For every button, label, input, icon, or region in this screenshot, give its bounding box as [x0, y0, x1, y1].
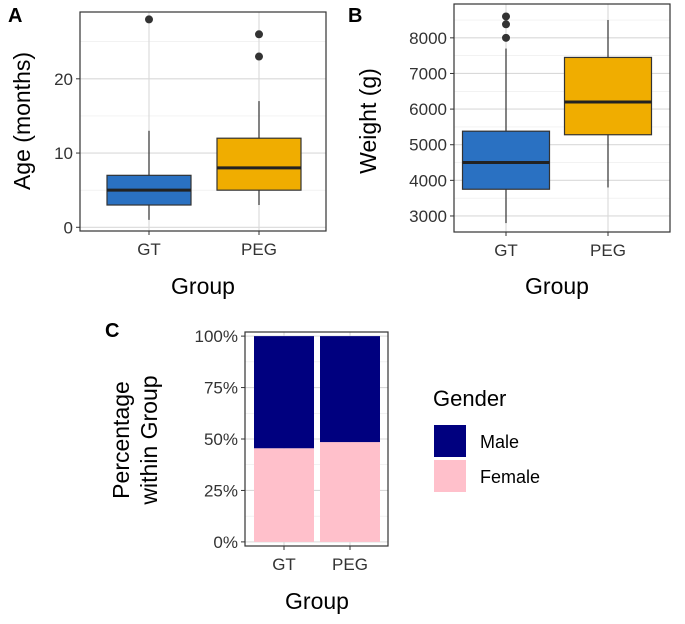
box-peg-outlier — [255, 30, 263, 39]
panel-c-y-tick-label: 100% — [195, 327, 238, 346]
bar-gt-female — [254, 448, 314, 542]
panel-c-y-tick-label: 0% — [213, 533, 238, 552]
panel-b: 3000 4000 5000 6000 7000 8000 GT PEG — [409, 3, 671, 260]
box-gt — [461, 130, 551, 190]
panel-a-x-tick-label-gt: GT — [137, 240, 161, 259]
panel-c-x-tick-label-gt: GT — [272, 555, 296, 574]
bar-peg-female — [320, 442, 380, 542]
panel-a: 0 10 20 GT PEG — [54, 11, 327, 259]
panel-a-y-tick-label: 10 — [54, 144, 73, 163]
panel-c: 0% 25% 50% 75% 100% GT PEG — [195, 327, 389, 574]
panel-a-y-title: Age (months) — [9, 52, 35, 190]
panel-b-y-tick-label: 6000 — [409, 100, 447, 119]
legend-label-female: Female — [480, 467, 540, 487]
panel-c-y-title-line1: Percentage — [108, 381, 134, 499]
panel-a-x-tick-label-peg: PEG — [241, 240, 277, 259]
panel-label-a: A — [8, 5, 22, 27]
box-peg — [216, 137, 302, 191]
panel-b-border — [453, 3, 671, 233]
box-peg — [563, 56, 653, 136]
panel-label-b: B — [348, 5, 362, 27]
box-gt-outlier — [502, 12, 510, 21]
panel-a-y-tick-label: 20 — [54, 70, 73, 89]
panel-c-y-tick-label: 25% — [204, 481, 238, 500]
panel-c-x-title: Group — [285, 588, 349, 614]
panel-b-x-tick-label-gt: GT — [494, 241, 518, 260]
panel-b-y-title: Weight (g) — [355, 68, 381, 174]
panel-b-y-tick-label: 5000 — [409, 136, 447, 155]
legend-label-male: Male — [480, 432, 519, 452]
panel-b-x-tick-label-peg: PEG — [590, 241, 626, 260]
bar-gt-male — [254, 336, 314, 449]
panel-a-border — [79, 11, 327, 232]
panel-a-x-title: Group — [171, 273, 235, 299]
panel-c-border — [244, 331, 389, 547]
panel-a-y-tick-label: 0 — [64, 218, 73, 237]
panel-b-y-tick-label: 8000 — [409, 29, 447, 48]
panel-c-y-title-line2: within Group — [136, 375, 162, 505]
box-gt-outlier — [502, 33, 510, 42]
box-peg-outlier — [255, 52, 263, 61]
panel-c-x-tick-label-peg: PEG — [332, 555, 368, 574]
box-gt-outlier — [145, 15, 153, 24]
panel-c-y-tick-label: 75% — [204, 379, 238, 398]
panel-b-y-tick-label: 7000 — [409, 64, 447, 83]
legend-swatch-female — [434, 460, 466, 492]
legend-title: Gender — [433, 386, 506, 411]
bar-peg-male — [320, 336, 380, 443]
panel-c-y-tick-label: 50% — [204, 430, 238, 449]
panel-label-c: C — [105, 320, 119, 342]
panel-b-x-title: Group — [525, 273, 589, 299]
box-gt-outlier — [502, 20, 510, 29]
panel-b-y-tick-label: 4000 — [409, 171, 447, 190]
legend-swatch-male — [434, 425, 466, 457]
panel-b-y-tick-label: 3000 — [409, 207, 447, 226]
